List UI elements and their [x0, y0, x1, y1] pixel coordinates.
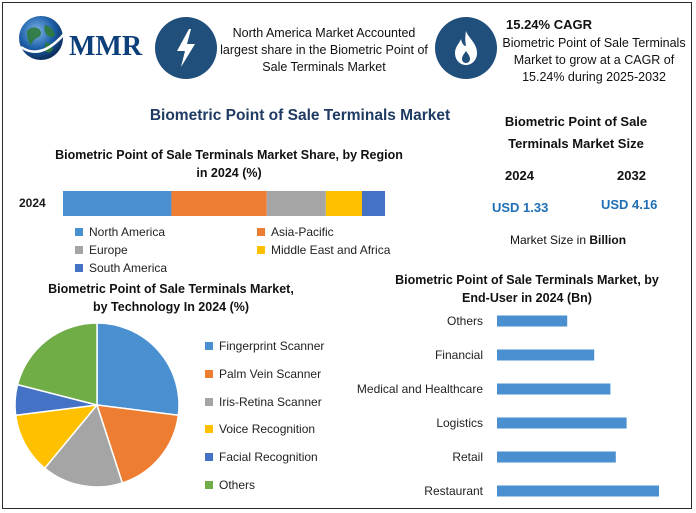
legend-label: Others [219, 478, 256, 492]
enduser-bar-retail [497, 451, 616, 463]
technology-legend-item: Voice Recognition [205, 422, 315, 436]
region-category-label: 2024 [19, 196, 46, 210]
legend-swatch [75, 228, 83, 236]
legend-swatch [205, 369, 213, 378]
technology-chart-title: Biometric Point of Sale Terminals Market… [48, 282, 294, 314]
pie-slice-palm-vein-scanner [95, 404, 180, 484]
region-legend-item: Europe [75, 243, 128, 257]
enduser-bar-others [497, 315, 568, 327]
lightning-icon [155, 17, 217, 79]
technology-legend-item: Palm Vein Scanner [205, 367, 321, 381]
enduser-bar-medical-and-healthcare [497, 383, 611, 395]
region-legend-item: North America [75, 225, 165, 239]
legend-swatch [205, 481, 213, 489]
region-bar-europe [266, 191, 326, 216]
region-legend-item: Asia-Pacific [257, 225, 334, 239]
region-legend-item: Middle East and Africa [257, 243, 390, 257]
market-size-unit: Market Size in Billion [510, 233, 626, 247]
enduser-category-label: Medical and Healthcare [357, 382, 483, 396]
legend-swatch [205, 397, 213, 406]
legend-swatch [75, 264, 83, 272]
cagr-text: Biometric Point of Sale Terminals Market… [502, 36, 686, 84]
enduser-chart-title: Biometric Point of Sale Terminals Market… [395, 273, 659, 305]
technology-legend-item: Others [205, 478, 255, 492]
technology-legend-item: Facial Recognition [205, 450, 318, 464]
region-callout-text: North America Market Accounted largest s… [220, 26, 428, 74]
main-title: Biometric Point of Sale Terminals Market [149, 107, 451, 124]
enduser-category-label: Financial [435, 348, 483, 362]
logo-text: MMR [69, 31, 143, 62]
legend-label: Voice Recognition [219, 422, 316, 437]
technology-legend-item: Fingerprint Scanner [205, 339, 324, 353]
legend-label: Middle East and Africa [271, 243, 391, 257]
enduser-category-label: Others [447, 314, 483, 328]
enduser-bar-restaurant [497, 485, 659, 497]
value-2032: USD 4.16 [601, 197, 658, 212]
market-size-title: Biometric Point of Sale Terminals Market… [504, 114, 648, 151]
pie-slice-iris-retina-scanner [43, 403, 124, 488]
region-legend: North America Asia-Pacific Europe Middle Ea… [75, 225, 415, 279]
infographic-frame: MMR North America Market Accounted large… [2, 2, 692, 509]
year-2024-label: 2024 [505, 168, 534, 183]
enduser-bar-chart: Others Financial Medical and Healthcare Log… [357, 314, 659, 498]
enduser-bar-financial [497, 349, 595, 361]
legend-swatch [257, 228, 265, 236]
technology-pie-chart [14, 322, 180, 488]
unit-prefix: Market Size in [510, 233, 587, 247]
legend-swatch [205, 453, 213, 462]
legend-label: Iris-Retina Scanner [219, 394, 322, 409]
region-bar-north-america [63, 191, 172, 216]
region-bar-middle-east-and-africa [325, 191, 362, 216]
legend-swatch [257, 246, 265, 254]
year-2032-label: 2032 [617, 168, 646, 183]
region-bar-south-america [362, 191, 385, 216]
logo: MMR [15, 11, 145, 65]
technology-legend-item: Iris-Retina Scanner [205, 395, 322, 409]
legend-label: South America [89, 261, 168, 275]
region-stacked-bar-chart [63, 191, 385, 216]
pie-slice-others [16, 322, 98, 406]
enduser-category-label: Retail [452, 450, 483, 464]
pie-slice-voice-recognition [14, 404, 99, 470]
cagr-title: 15.24% CAGR [506, 17, 592, 32]
legend-label: Europe [89, 243, 128, 257]
legend-label: Palm Vein Scanner [219, 366, 322, 381]
enduser-category-label: Logistics [436, 416, 483, 430]
value-2024: USD 1.33 [492, 200, 549, 215]
region-chart-title: Biometric Point of Sale Terminals Market… [55, 148, 403, 180]
region-legend-item: South America [75, 261, 167, 275]
flame-icon [435, 17, 497, 79]
legend-swatch [205, 425, 213, 434]
legend-label: Facial Recognition [219, 450, 318, 465]
technology-legend: Fingerprint Scanner Palm Vein Scanner Iris… [205, 339, 345, 499]
legend-label: Asia-Pacific [271, 225, 334, 239]
legend-swatch [75, 246, 83, 254]
unit-bold: Billion [589, 233, 627, 247]
enduser-bar-logistics [497, 417, 627, 429]
pie-slice-fingerprint-scanner [96, 322, 180, 417]
legend-label: Fingerprint Scanner [219, 339, 325, 353]
legend-label: North America [89, 225, 166, 239]
globe-icon [19, 16, 66, 60]
legend-swatch [205, 342, 213, 350]
enduser-category-label: Restaurant [424, 484, 483, 498]
region-bar-asia-pacific [171, 191, 267, 216]
